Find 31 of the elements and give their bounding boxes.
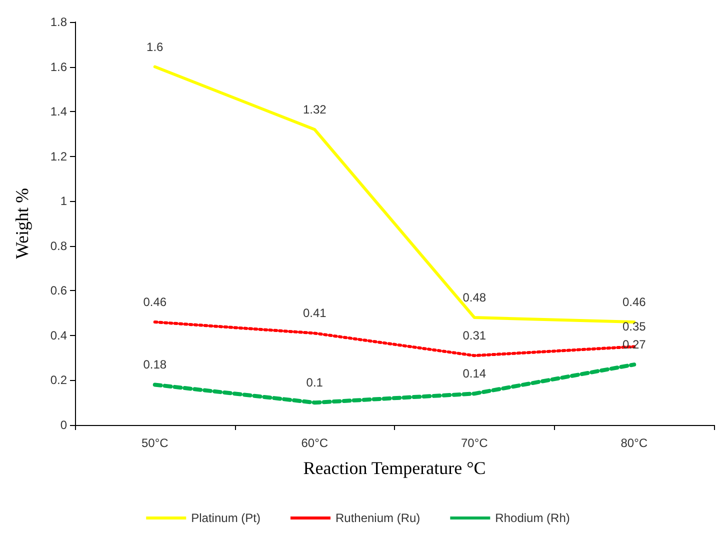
x-tick-label: 50°C — [141, 436, 169, 450]
legend-label: Platinum (Pt) — [191, 511, 260, 525]
y-tick-label: 1.8 — [50, 15, 68, 29]
data-label: 0.31 — [462, 328, 486, 343]
data-label: 0.1 — [306, 376, 324, 390]
x-tick-label: 60°C — [301, 436, 328, 450]
x-axis-title: Reaction Temperature °C — [303, 458, 486, 478]
data-label: 0.41 — [302, 306, 327, 320]
data-label: 0.48 — [462, 290, 486, 305]
data-label: 0.14 — [462, 366, 486, 381]
y-tick-label: 1.6 — [50, 60, 68, 74]
data-label: 0.35 — [622, 320, 646, 334]
data-label: 1.6 — [146, 40, 164, 54]
y-tick-label: 0.8 — [50, 238, 68, 253]
data-label: 0.46 — [143, 295, 167, 310]
data-label: 0.27 — [622, 338, 646, 352]
y-tick-label: 0.4 — [50, 328, 68, 342]
legend-label: Ruthenium (Ru) — [335, 511, 420, 525]
y-tick-label: 1.4 — [50, 104, 68, 119]
x-tick-label: 80°C — [620, 436, 648, 450]
y-tick-label: 1 — [60, 194, 68, 208]
legend-label: Rhodium (Rh) — [495, 511, 570, 525]
y-tick-label: 0.6 — [50, 284, 68, 298]
y-axis-title: Weight % — [12, 188, 32, 260]
data-label: 0.46 — [622, 295, 646, 310]
y-tick-label: 0.2 — [50, 373, 68, 388]
y-tick-label: 0 — [60, 418, 68, 432]
data-label: 0.18 — [143, 358, 167, 372]
x-tick-label: 70°C — [460, 436, 488, 450]
data-label: 1.32 — [302, 102, 327, 116]
y-tick-label: 1.2 — [50, 149, 68, 164]
